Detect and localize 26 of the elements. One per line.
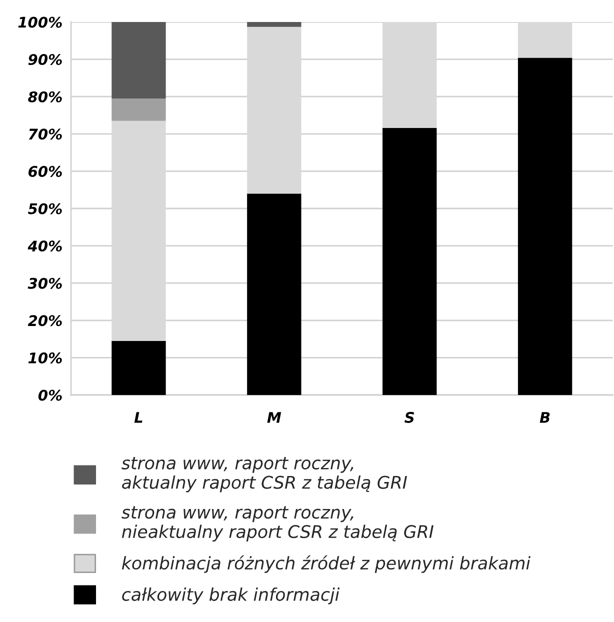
bar bbox=[112, 340, 166, 395]
y-tick-label: 20% bbox=[28, 315, 62, 326]
legend-label: strona www, raport roczny, aktualny raport CSR z tabelą GRI bbox=[122, 457, 407, 492]
bar bbox=[247, 22, 302, 27]
y-tick-label: 0% bbox=[38, 390, 62, 401]
x-tick-label: M bbox=[267, 412, 282, 423]
y-tick-label: 100% bbox=[18, 16, 62, 28]
y-tick-label: 10% bbox=[28, 352, 62, 364]
bar bbox=[247, 194, 302, 395]
y-tick-label: 70% bbox=[28, 128, 62, 140]
y-tick-label: 90% bbox=[28, 54, 62, 66]
x-tick-label: L bbox=[134, 412, 142, 423]
y-tick-label: 40% bbox=[28, 240, 62, 252]
legend-label: całkowity brak informacji bbox=[122, 588, 340, 604]
y-tick-label: 50% bbox=[28, 203, 62, 214]
x-tick-label: B bbox=[540, 412, 550, 423]
bar bbox=[112, 98, 166, 121]
x-tick-label: S bbox=[404, 412, 414, 423]
bar bbox=[112, 22, 166, 98]
y-tick-label: 30% bbox=[28, 278, 62, 289]
legend-label: kombinacja różnych źródeł z pewnymi brakami bbox=[122, 555, 530, 573]
y-tick-label: 80% bbox=[28, 91, 62, 102]
legend-label: strona www, raport roczny, nieaktualny raport CSR z tabelą GRI bbox=[122, 506, 434, 542]
bar bbox=[382, 128, 437, 395]
y-tick-label: 60% bbox=[28, 166, 62, 177]
bar bbox=[518, 58, 572, 395]
